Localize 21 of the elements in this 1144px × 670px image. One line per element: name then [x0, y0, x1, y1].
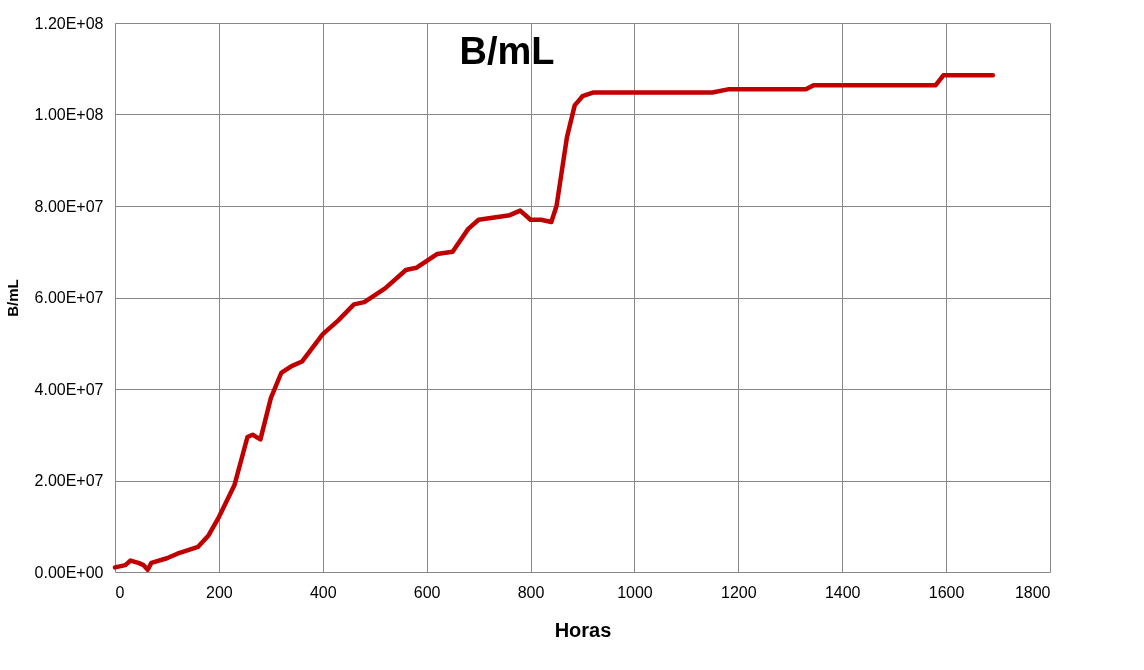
y-tick-label: 6.00E+07 — [34, 289, 104, 306]
x-tick-label: 1000 — [617, 583, 653, 601]
x-tick-label: 0 — [115, 583, 125, 601]
y-tick-label: 4.00E+07 — [34, 380, 104, 398]
chart-title: B/mL — [459, 30, 555, 72]
y-axis-title: B/mL — [3, 279, 21, 317]
x-tick-label: 600 — [413, 583, 441, 601]
y-tick-label: 0.00E+00 — [34, 563, 104, 581]
y-tick-label: 1.00E+08 — [34, 106, 104, 123]
y-tick-label: 8.00E+07 — [34, 197, 104, 215]
y-tick-label: 1.20E+08 — [34, 14, 104, 32]
x-tick-label: 200 — [206, 583, 233, 601]
x-tick-label: 400 — [309, 583, 337, 601]
line-series — [112, 72, 996, 572]
x-tick-label: 800 — [517, 583, 545, 601]
x-tick-label: 1600 — [928, 583, 965, 601]
x-axis-title: Horas — [554, 618, 612, 641]
x-tick-label: 1800 — [1014, 583, 1051, 601]
x-tick-label: 1200 — [721, 583, 757, 601]
y-tick-label: 2.00E+07 — [34, 472, 104, 489]
x-tick-label: 1400 — [824, 583, 861, 601]
